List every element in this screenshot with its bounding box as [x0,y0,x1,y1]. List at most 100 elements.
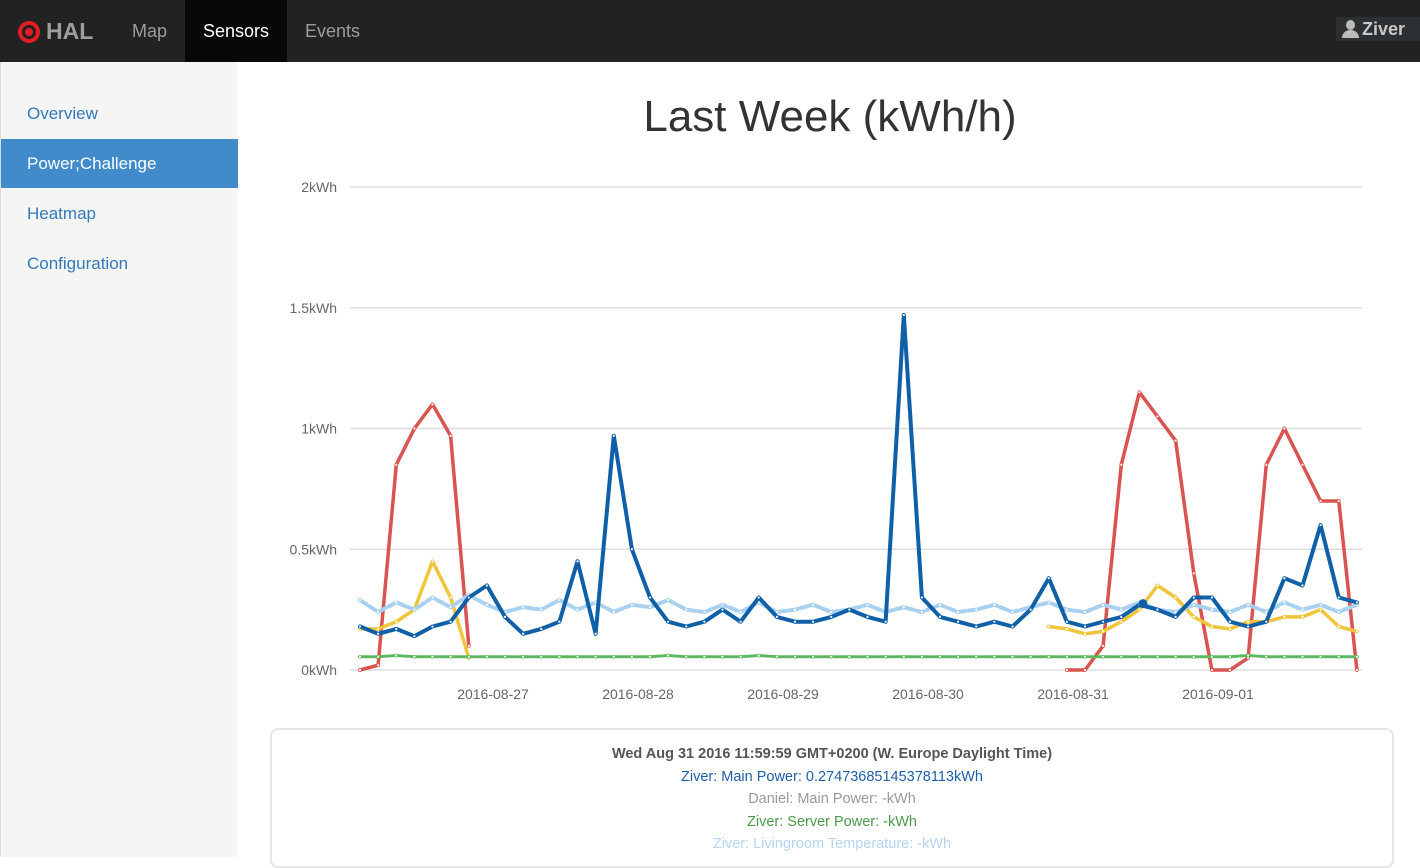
data-point [394,619,399,624]
brand[interactable]: HAL [18,18,93,45]
data-point [521,654,526,659]
data-point [1228,668,1232,672]
data-point [1119,607,1124,612]
data-point [1354,654,1359,659]
sidebar-item-configuration[interactable]: Configuration [27,254,129,273]
data-point [1101,602,1106,607]
data-point [629,602,634,607]
data-point [1155,654,1160,659]
data-point [394,462,399,467]
tooltip-row: Ziver: Livingroom Temperature: -kWh [712,836,952,852]
data-point [901,654,906,659]
nav-events[interactable]: Events [305,21,361,41]
data-point [992,602,997,607]
user-menu[interactable]: Ziver [1336,17,1420,41]
sidebar-item-heatmap[interactable]: Heatmap [27,204,96,223]
tooltip-row: Daniel: Main Power: -kWh [748,791,916,807]
data-point [466,643,471,648]
data-point [412,426,417,431]
data-point [1155,414,1160,419]
user-name: Ziver [1362,19,1406,39]
data-point [1083,610,1087,614]
data-point [1246,602,1251,607]
data-point [666,653,671,658]
data-point [1010,610,1015,614]
data-point [1300,583,1305,588]
data-point [1300,614,1305,619]
data-point [1228,610,1232,614]
nav-sensors[interactable]: Sensors [185,0,287,62]
chart-title: Last Week (kWh/h) [643,92,1017,141]
x-tick-label: 2016-09-01 [1182,686,1254,702]
data-point [938,602,942,607]
series-line [358,313,1359,639]
data-point [938,654,942,659]
data-point [358,624,362,629]
data-point [1209,668,1214,672]
data-point [1318,654,1323,659]
data-point [575,559,580,564]
data-point [738,610,743,614]
data-point [412,634,417,639]
data-point [358,654,362,659]
data-point [1282,426,1287,431]
data-point [974,624,979,629]
data-point [865,614,870,619]
data-point [738,619,743,624]
x-tick-label: 2016-08-28 [602,686,674,702]
data-point [974,654,979,659]
data-point [1354,668,1359,672]
data-point [1282,654,1287,659]
data-point [793,619,797,624]
data-point [793,654,797,659]
data-point [1101,629,1106,634]
data-point [793,607,797,612]
sidebar-item-power-challenge[interactable]: Power;Challenge [1,139,238,188]
data-point [557,619,562,624]
data-point [919,610,924,614]
data-point [1046,576,1051,581]
data-point [521,631,526,636]
data-point [1336,595,1341,600]
data-point [1010,624,1015,629]
data-point [774,614,779,619]
data-point [1300,654,1305,659]
data-point [503,614,507,619]
sidebar-item-overview[interactable]: Overview [27,104,98,123]
data-point [1173,595,1178,600]
chart[interactable]: 0kWh 0.5kWh 1kWh 1.5kWh 2kWh 2016-08-27 2016-0… [0,0,1420,720]
data-point [1264,610,1269,614]
data-point [1028,654,1033,659]
data-point [376,610,381,614]
data-point [376,627,381,631]
data-point [666,619,671,624]
data-point [1282,600,1287,605]
y-tick-label: 1kWh [301,421,337,437]
data-point [865,602,870,607]
data-point [1191,595,1196,600]
data-point [1191,614,1196,619]
data-point [466,595,471,600]
data-point [1191,602,1196,607]
data-point [811,619,816,624]
data-point [376,631,381,636]
data-point [684,624,689,629]
data-point [756,653,761,658]
data-point [1264,462,1269,467]
data-point [1064,607,1069,612]
data-point [394,653,399,658]
data-point [738,654,743,659]
data-point [1209,624,1214,629]
data-point [611,610,616,614]
data-point [1228,654,1232,659]
data-point [1137,654,1142,659]
tooltip-row: Ziver: Server Power: -kWh [747,813,917,830]
x-tick-label: 2016-08-29 [747,686,819,702]
data-point [1064,619,1069,624]
series-line [358,593,1359,614]
y-tick-label: 0kWh [301,662,337,678]
data-point [1173,610,1178,614]
data-point [1155,607,1160,612]
data-point [539,627,544,631]
nav-map[interactable]: Map [132,21,168,41]
